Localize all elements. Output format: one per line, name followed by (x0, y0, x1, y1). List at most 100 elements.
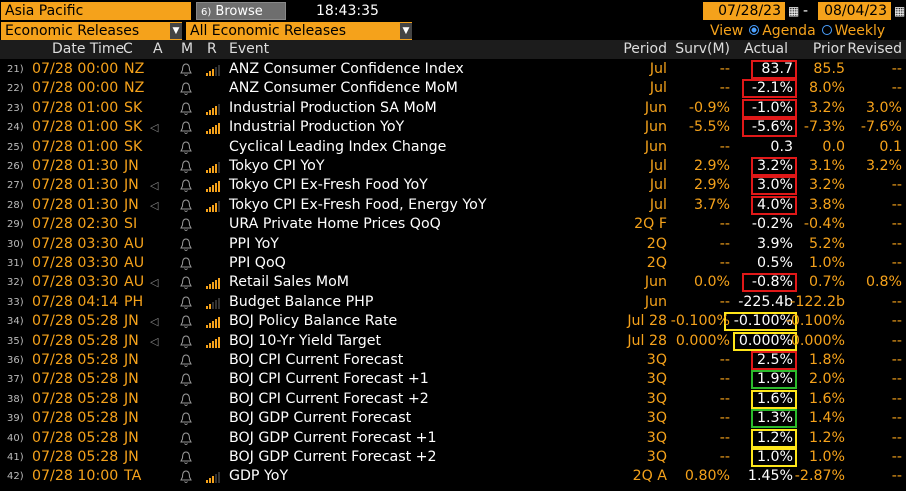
bell-icon[interactable] (180, 99, 192, 122)
row-event[interactable]: PPI QoQ (229, 255, 286, 271)
date-from-field[interactable]: 07/28/23 (703, 2, 785, 20)
chevron-down-icon[interactable]: ▼ (170, 23, 182, 39)
table-row[interactable]: 25) 07/28 01:00 SK Cyclical Leading Index C… (0, 138, 906, 157)
bell-icon[interactable] (180, 293, 192, 316)
actual-highlight-box (751, 157, 797, 176)
row-event[interactable]: GDP YoY (229, 468, 289, 485)
bell-icon[interactable] (180, 138, 192, 161)
row-event[interactable]: BOJ GDP Current Forecast +2 (229, 449, 437, 465)
bell-icon[interactable] (180, 332, 192, 355)
bell-icon[interactable] (180, 79, 192, 102)
bell-icon[interactable] (180, 390, 192, 413)
radio-agenda-icon[interactable] (749, 25, 760, 35)
table-row[interactable]: 22) 07/28 00:00 NZ ANZ Consumer Confidence … (0, 79, 906, 99)
table-row[interactable]: 32) 07/28 03:30 AU Retail Sales MoM Jun 0.0% -… (0, 273, 906, 293)
bell-icon[interactable] (180, 409, 192, 432)
bell-icon[interactable] (180, 273, 192, 296)
row-event[interactable]: Tokyo CPI YoY (229, 158, 325, 174)
table-row[interactable]: 42) 07/28 10:00 TA GDP YoY 2Q A 0.80% 1.45% -2.… (0, 467, 906, 486)
speaker-icon[interactable]: ◁ (150, 315, 159, 329)
table-row[interactable]: 28) 07/28 01:30 JN Tokyo CPI Ex-Fresh Food,… (0, 195, 906, 215)
speaker-icon[interactable]: ◁ (150, 334, 159, 348)
table-row[interactable]: 40) 07/28 05:28 JN BOJ GDP Current Forecast… (0, 428, 906, 448)
table-row[interactable]: 31) 07/28 03:30 AU PPI QoQ 2Q -- 0.5% 1.0% -- (0, 254, 906, 273)
chevron-down-icon[interactable]: ▼ (400, 23, 412, 39)
row-event[interactable]: Tokyo CPI Ex-Fresh Food, Energy YoY (229, 196, 487, 213)
bell-icon[interactable] (180, 118, 192, 141)
row-event[interactable]: BOJ GDP Current Forecast +1 (229, 429, 437, 446)
row-event[interactable]: URA Private Home Prices QoQ (229, 216, 441, 233)
row-event[interactable]: ANZ Consumer Confidence Index (229, 61, 464, 77)
bell-icon[interactable] (180, 351, 192, 374)
calendar-icon[interactable]: ▦ (894, 4, 906, 18)
region-field[interactable]: Asia Pacific (1, 2, 191, 20)
row-event[interactable]: Budget Balance PHP (229, 293, 374, 310)
table-row[interactable]: 24) 07/28 01:00 SK Industrial Production Yo… (0, 118, 906, 138)
col-survey[interactable]: Surv(M) (675, 41, 730, 57)
row-event[interactable]: BOJ CPI Current Forecast (229, 352, 404, 368)
row-event[interactable]: Industrial Production SA MoM (229, 99, 437, 116)
view-agenda-option[interactable]: Agenda (762, 23, 816, 39)
table-row[interactable]: 21) 07/28 00:00 NZ ANZ Consumer Confidence … (0, 60, 906, 79)
col-period[interactable]: Period (623, 41, 667, 57)
view-weekly-option[interactable]: Weekly (834, 23, 886, 39)
row-event[interactable]: Retail Sales MoM (229, 274, 350, 291)
bell-icon[interactable] (180, 60, 192, 83)
col-datetime[interactable]: Date Time (52, 41, 125, 57)
speaker-icon[interactable]: ◁ (150, 198, 159, 212)
col-actual[interactable]: Actual (744, 41, 788, 57)
table-row[interactable]: 36) 07/28 05:28 JN BOJ CPI Current Forecast… (0, 351, 906, 370)
bell-icon[interactable] (180, 429, 192, 452)
table-row[interactable]: 30) 07/28 03:30 AU PPI YoY 2Q -- 3.9% 5.2% -- (0, 235, 906, 254)
bell-icon[interactable] (180, 157, 192, 180)
date-to-field[interactable]: 08/04/23 (818, 2, 891, 20)
table-row[interactable]: 39) 07/28 05:28 JN BOJ GDP Current Forecast… (0, 409, 906, 429)
speaker-icon[interactable]: ◁ (150, 276, 159, 290)
bell-icon[interactable] (180, 467, 192, 490)
row-event[interactable]: BOJ GDP Current Forecast (229, 410, 412, 427)
row-event[interactable]: BOJ CPI Current Forecast +2 (229, 390, 429, 407)
row-event[interactable]: Cyclical Leading Index Change (229, 138, 447, 155)
speaker-icon[interactable]: ◁ (150, 179, 159, 193)
table-row[interactable]: 38) 07/28 05:28 JN BOJ CPI Current Forecast… (0, 389, 906, 409)
col-country[interactable]: C (123, 41, 133, 57)
table-row[interactable]: 34) 07/28 05:28 JN BOJ Policy Balance Rate J… (0, 312, 906, 332)
bell-icon[interactable] (180, 196, 192, 219)
filter-subcategory-select[interactable]: All Economic Releases (186, 22, 412, 40)
table-row[interactable]: 29) 07/28 02:30 SI URA Private Home Prices … (0, 215, 906, 234)
row-event[interactable]: PPI YoY (229, 235, 279, 252)
bell-icon[interactable] (180, 370, 192, 393)
col-prior[interactable]: Prior (812, 41, 845, 57)
table-row[interactable]: 41) 07/28 05:28 JN BOJ GDP Current Forecast… (0, 448, 906, 467)
col-relevance[interactable]: R (207, 41, 217, 57)
calendar-icon[interactable]: ▦ (788, 4, 800, 18)
table-row[interactable]: 33) 07/28 04:14 PH Budget Balance PHP Jun -- -… (0, 293, 906, 312)
filter-category-select[interactable]: Economic Releases (1, 22, 182, 40)
col-monitor[interactable]: M (181, 41, 194, 57)
bell-icon[interactable] (180, 176, 192, 199)
row-event[interactable]: ANZ Consumer Confidence MoM (229, 80, 458, 97)
row-event[interactable]: BOJ Policy Balance Rate (229, 313, 398, 330)
col-revised[interactable]: Revised (847, 41, 902, 57)
row-event[interactable]: Industrial Production YoY (229, 119, 405, 136)
row-datetime: 07/28 05:28 (32, 449, 119, 465)
speaker-icon[interactable]: ◁ (150, 121, 159, 135)
bell-icon[interactable] (180, 312, 192, 335)
table-row[interactable]: 37) 07/28 05:28 JN BOJ CPI Current Forecast… (0, 370, 906, 390)
table-row[interactable]: 35) 07/28 05:28 JN BOJ 10-Yr Yield Target Ju… (0, 331, 906, 351)
bell-icon[interactable] (180, 235, 192, 258)
row-datetime: 07/28 03:30 (32, 255, 119, 271)
bell-icon[interactable] (180, 448, 192, 471)
row-event[interactable]: Tokyo CPI Ex-Fresh Food YoY (229, 177, 428, 194)
col-event[interactable]: Event (229, 41, 270, 57)
row-event[interactable]: BOJ 10-Yr Yield Target (229, 332, 382, 349)
bell-icon[interactable] (180, 215, 192, 238)
table-row[interactable]: 23) 07/28 01:00 SK Industrial Production SA… (0, 98, 906, 118)
bell-icon[interactable] (180, 254, 192, 277)
col-alert[interactable]: A (153, 41, 163, 57)
table-row[interactable]: 27) 07/28 01:30 JN Tokyo CPI Ex-Fresh Food … (0, 176, 906, 196)
browse-button[interactable]: 6) Browse (196, 2, 286, 20)
radio-weekly-icon[interactable] (821, 25, 832, 35)
row-event[interactable]: BOJ CPI Current Forecast +1 (229, 371, 429, 388)
table-row[interactable]: 26) 07/28 01:30 JN Tokyo CPI YoY Jul 2.9% 3.2%… (0, 157, 906, 176)
